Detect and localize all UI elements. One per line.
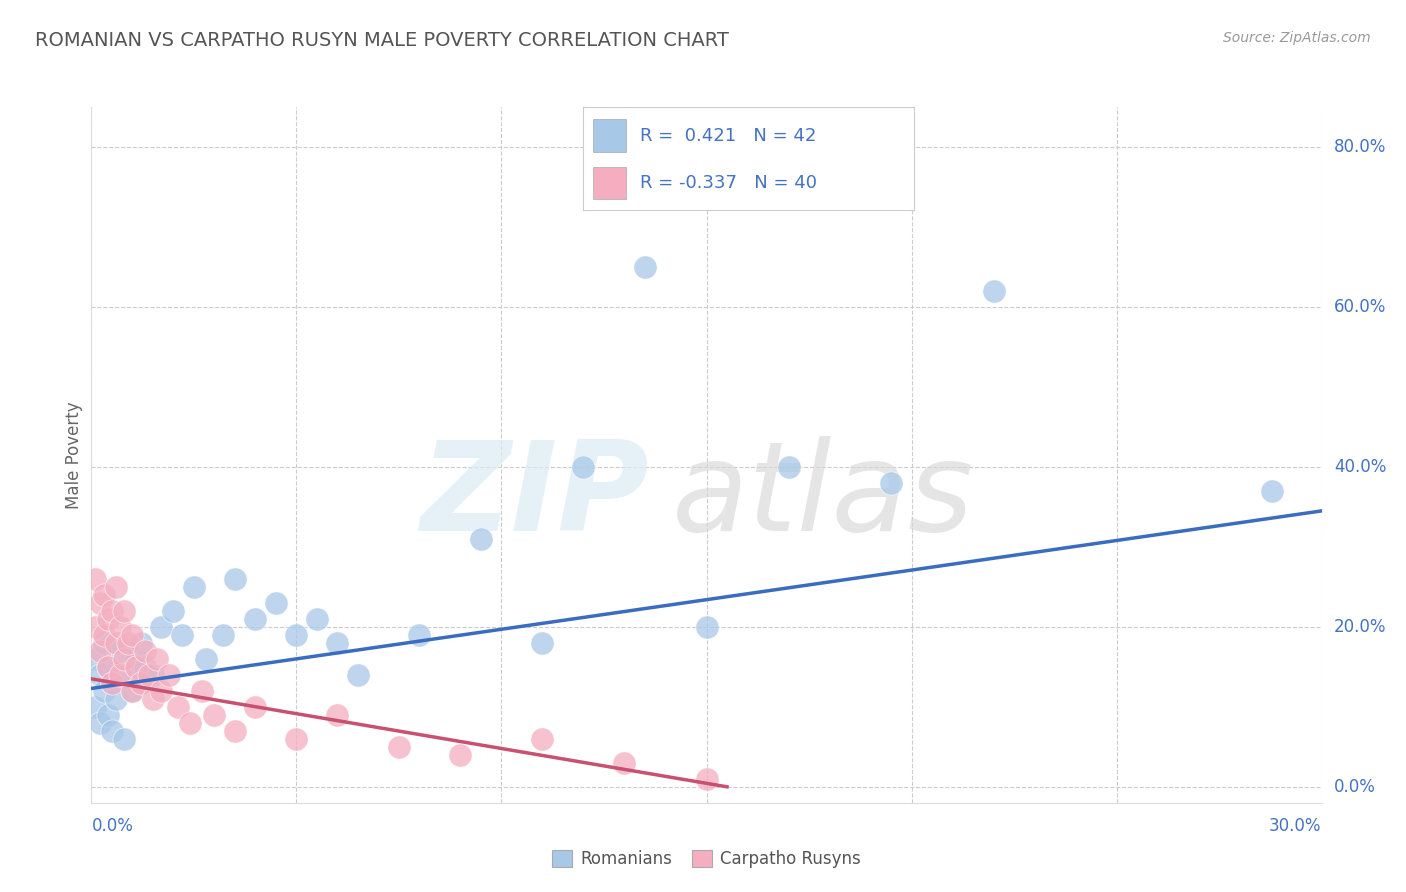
Point — [142, 691, 165, 706]
Point — [112, 652, 135, 666]
Point — [166, 699, 188, 714]
Point — [347, 668, 370, 682]
Point — [183, 580, 205, 594]
Point — [613, 756, 636, 770]
Text: 60.0%: 60.0% — [1334, 298, 1386, 316]
Point — [93, 683, 115, 698]
Point — [121, 628, 143, 642]
Point — [108, 644, 131, 658]
Point — [285, 628, 308, 642]
Point — [89, 644, 111, 658]
Text: 80.0%: 80.0% — [1334, 138, 1386, 156]
Point — [117, 636, 139, 650]
Point — [983, 284, 1005, 298]
Point — [108, 620, 131, 634]
Point — [138, 668, 160, 682]
Point — [105, 580, 127, 594]
Point — [449, 747, 471, 762]
Text: R =  0.421   N = 42: R = 0.421 N = 42 — [640, 127, 815, 145]
Point — [129, 676, 152, 690]
Point — [634, 260, 657, 274]
Y-axis label: Male Poverty: Male Poverty — [65, 401, 83, 508]
Point — [285, 731, 308, 746]
Point — [150, 620, 173, 634]
Point — [117, 668, 139, 682]
Point — [101, 723, 124, 738]
Point — [170, 628, 193, 642]
Point — [101, 676, 124, 690]
Point — [84, 620, 107, 634]
Point — [84, 572, 107, 586]
Point — [778, 459, 800, 474]
Point — [150, 683, 173, 698]
Point — [101, 604, 124, 618]
Text: 40.0%: 40.0% — [1334, 458, 1386, 476]
Point — [93, 628, 115, 642]
Point — [142, 668, 165, 682]
Point — [84, 699, 107, 714]
Point — [195, 652, 218, 666]
Point — [134, 644, 156, 658]
Point — [125, 652, 148, 666]
Point — [179, 715, 201, 730]
Point — [97, 660, 120, 674]
Point — [470, 532, 492, 546]
FancyBboxPatch shape — [593, 120, 627, 153]
Point — [695, 772, 717, 786]
Point — [531, 731, 554, 746]
Point — [89, 668, 111, 682]
Point — [93, 636, 115, 650]
Point — [112, 604, 135, 618]
Point — [211, 628, 233, 642]
Text: ROMANIAN VS CARPATHO RUSYN MALE POVERTY CORRELATION CHART: ROMANIAN VS CARPATHO RUSYN MALE POVERTY … — [35, 31, 730, 50]
Point — [572, 459, 595, 474]
Point — [408, 628, 430, 642]
Point — [245, 612, 267, 626]
Point — [112, 731, 135, 746]
Point — [97, 612, 120, 626]
Point — [880, 475, 903, 490]
Point — [105, 636, 127, 650]
Point — [121, 683, 143, 698]
Point — [224, 723, 246, 738]
Point — [125, 660, 148, 674]
FancyBboxPatch shape — [593, 167, 627, 199]
Text: 0.0%: 0.0% — [1334, 778, 1376, 796]
Point — [326, 636, 349, 650]
Point — [326, 707, 349, 722]
Point — [101, 676, 124, 690]
Text: R = -0.337   N = 40: R = -0.337 N = 40 — [640, 174, 817, 192]
Point — [121, 683, 143, 698]
Point — [84, 652, 107, 666]
Point — [191, 683, 214, 698]
Point — [97, 707, 120, 722]
Point — [89, 596, 111, 610]
Point — [245, 699, 267, 714]
Text: Source: ZipAtlas.com: Source: ZipAtlas.com — [1223, 31, 1371, 45]
Point — [97, 660, 120, 674]
Point — [531, 636, 554, 650]
Point — [695, 620, 717, 634]
Text: 20.0%: 20.0% — [1334, 618, 1386, 636]
Point — [105, 691, 127, 706]
Point — [157, 668, 180, 682]
Point — [202, 707, 225, 722]
Point — [224, 572, 246, 586]
Text: ZIP: ZIP — [420, 436, 648, 558]
Point — [89, 715, 111, 730]
Point — [388, 739, 411, 754]
Point — [108, 668, 131, 682]
Point — [1261, 483, 1284, 498]
Legend: Romanians, Carpatho Rusyns: Romanians, Carpatho Rusyns — [546, 843, 868, 874]
Point — [134, 660, 156, 674]
Point — [162, 604, 184, 618]
Text: 0.0%: 0.0% — [91, 817, 134, 835]
Text: atlas: atlas — [672, 436, 974, 558]
Point — [264, 596, 287, 610]
Point — [93, 588, 115, 602]
Point — [129, 636, 152, 650]
Point — [146, 652, 169, 666]
Text: 30.0%: 30.0% — [1270, 817, 1322, 835]
Point — [305, 612, 328, 626]
